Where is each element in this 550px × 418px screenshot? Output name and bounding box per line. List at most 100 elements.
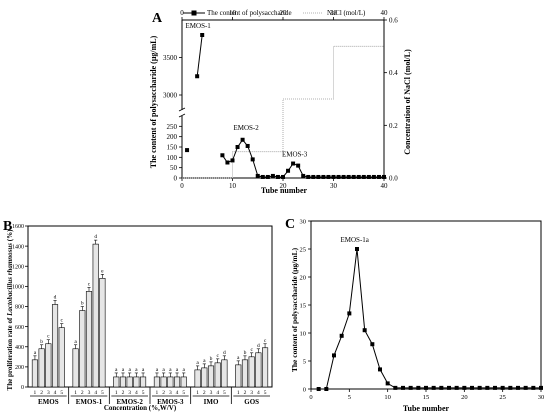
panel-a-data-point bbox=[270, 173, 275, 178]
panel-a-data-point bbox=[230, 158, 235, 163]
panel-a-x-top-tick-label: 40 bbox=[381, 9, 389, 17]
panel-a-y-tick-label: 0 bbox=[174, 175, 178, 183]
panel-c-x-tick-label: 20 bbox=[461, 394, 468, 401]
panel-c-y-tick-label: 0 bbox=[303, 386, 306, 393]
panel-a-data-point bbox=[260, 174, 265, 179]
panel-c-data-point bbox=[424, 385, 428, 390]
panel-b-concentration-tick-label: 5 bbox=[60, 390, 63, 396]
panel-a-data-point bbox=[306, 174, 311, 179]
panel-c-data-point bbox=[324, 387, 329, 391]
panel-a-data-point bbox=[225, 160, 230, 165]
panel-b-group-label: EMOS bbox=[38, 398, 59, 406]
panel-b-concentration-tick-label: 5 bbox=[264, 390, 267, 396]
panel-b-y-tick-label: 0 bbox=[21, 385, 24, 391]
legend-polysaccharide-marker bbox=[191, 10, 197, 16]
panel-b-bar bbox=[180, 376, 187, 388]
panel-b-group-label: EMOS-2 bbox=[116, 398, 143, 406]
panel-c-polysaccharide-line bbox=[318, 248, 541, 390]
panel-c-label: C bbox=[285, 217, 295, 232]
panel-a-data-point bbox=[245, 143, 250, 148]
panel-c-x-axis-title: Tube number bbox=[403, 404, 450, 413]
panel-c-data-point bbox=[332, 353, 336, 358]
panel-c-data-point bbox=[462, 385, 467, 390]
panel-a-y2-tick-label: 0.0 bbox=[389, 175, 398, 183]
panel-c-x-tick-label: 10 bbox=[384, 394, 391, 401]
panel-b-significance-letter: a bbox=[74, 339, 77, 345]
panel-a-polysaccharide-line bbox=[196, 34, 203, 77]
panel-c-data-point bbox=[470, 385, 474, 390]
panel-b-bar bbox=[58, 327, 65, 388]
panel-a-data-point bbox=[376, 174, 381, 179]
panel-a-data-point bbox=[346, 174, 351, 179]
panel-c-y-tick-label: 5 bbox=[303, 358, 306, 365]
panel-b-bar bbox=[113, 376, 120, 388]
panel-a-x-top-tick-label: 10 bbox=[229, 9, 237, 17]
panel-c-data-point bbox=[516, 385, 520, 390]
panel-b-concentration-tick-label: 5 bbox=[101, 390, 104, 396]
panel-c-data-point bbox=[508, 385, 513, 390]
panel-c-data-point bbox=[339, 333, 344, 338]
panel-b-bar bbox=[201, 367, 208, 388]
panel-b-bar bbox=[99, 278, 106, 388]
panel-b-bar bbox=[221, 359, 228, 388]
annotation-emos-1: EMOS-1 bbox=[186, 22, 212, 30]
panel-b-concentration-tick-label: 2 bbox=[40, 390, 43, 396]
panel-b-bar bbox=[133, 376, 140, 388]
panel-b-y-tick-label: 1400 bbox=[12, 244, 24, 250]
panel-b-concentration-tick-label: 4 bbox=[257, 390, 260, 396]
panel-a-x-axis-title: Tube number bbox=[261, 186, 308, 195]
panel-a-data-point bbox=[366, 174, 371, 179]
panel-b-y-tick-label: 200 bbox=[15, 365, 24, 371]
panel-b-significance-letter: c bbox=[216, 353, 219, 359]
panel-b-significance-letter: d bbox=[94, 234, 97, 240]
panel-a-data-point bbox=[220, 153, 225, 158]
panel-c-data-point bbox=[355, 247, 359, 251]
panel-b-concentration-tick-label: 1 bbox=[115, 390, 118, 396]
panel-b-significance-letter: c bbox=[47, 334, 50, 340]
panel-b-y-axis-title: The proliferation rate of Lactobacillus … bbox=[6, 229, 14, 391]
panel-b-bar bbox=[126, 376, 133, 388]
panel-a-data-point bbox=[275, 174, 280, 179]
panel-a-x-tick-label: 20 bbox=[280, 182, 288, 190]
panel-b-y-tick-label: 800 bbox=[15, 305, 24, 311]
panel-a-x-top-tick-label: 0 bbox=[180, 9, 184, 17]
panel-c-data-point bbox=[408, 385, 413, 390]
panel-c-data-point bbox=[539, 385, 543, 390]
panel-b-label: B bbox=[3, 219, 12, 234]
panel-b-significance-letter: d bbox=[257, 343, 260, 349]
panel-a-data-point bbox=[336, 174, 341, 179]
panel-b-significance-letter: a bbox=[162, 367, 165, 373]
panel-b-bar bbox=[235, 364, 242, 388]
panel-a-axis-break-mark bbox=[178, 113, 186, 118]
panel-c-chart: C Tube number The content of polysacchar… bbox=[285, 217, 544, 413]
panel-b-y-tick-label: 1000 bbox=[12, 285, 24, 291]
panel-a-y-tick-label: 50 bbox=[170, 164, 178, 172]
panel-b-concentration-tick-label: 5 bbox=[142, 390, 145, 396]
panel-b-bar bbox=[85, 291, 93, 388]
panel-a-y-tick-label: 3500 bbox=[163, 54, 178, 62]
panel-b-significance-letter: e bbox=[101, 268, 104, 274]
panel-a-x-top-tick-label: 20 bbox=[280, 9, 288, 17]
panel-a-data-point bbox=[250, 157, 255, 162]
panel-b-significance-letter: b bbox=[244, 350, 247, 356]
panel-a-y2-tick-label: 0.2 bbox=[389, 122, 398, 130]
panel-c-data-point bbox=[370, 342, 375, 347]
panel-b-significance-letter: c bbox=[61, 318, 64, 324]
panel-b-concentration-tick-label: 4 bbox=[216, 390, 219, 396]
panel-a-data-point bbox=[195, 74, 200, 79]
panel-b-concentration-tick-label: 3 bbox=[169, 390, 172, 396]
panel-b-significance-letter: a bbox=[237, 355, 240, 361]
panel-a-x-top-tick-label: 30 bbox=[330, 9, 338, 17]
panel-c-data-point bbox=[500, 385, 505, 390]
panel-b-bar bbox=[45, 343, 52, 388]
panel-c-y-tick-label: 30 bbox=[300, 218, 307, 225]
panel-b-significance-letter: a bbox=[156, 367, 159, 373]
panel-b-concentration-tick-label: 5 bbox=[182, 390, 185, 396]
panel-c-data-point bbox=[416, 385, 421, 390]
panel-b-bar bbox=[38, 348, 45, 388]
panel-a-legend: The content of polysaccharide NaCl (mol/… bbox=[183, 9, 366, 17]
panel-b-bar bbox=[214, 362, 221, 388]
panel-b-concentration-tick-label: 2 bbox=[203, 390, 206, 396]
panel-b-bar bbox=[207, 365, 215, 388]
